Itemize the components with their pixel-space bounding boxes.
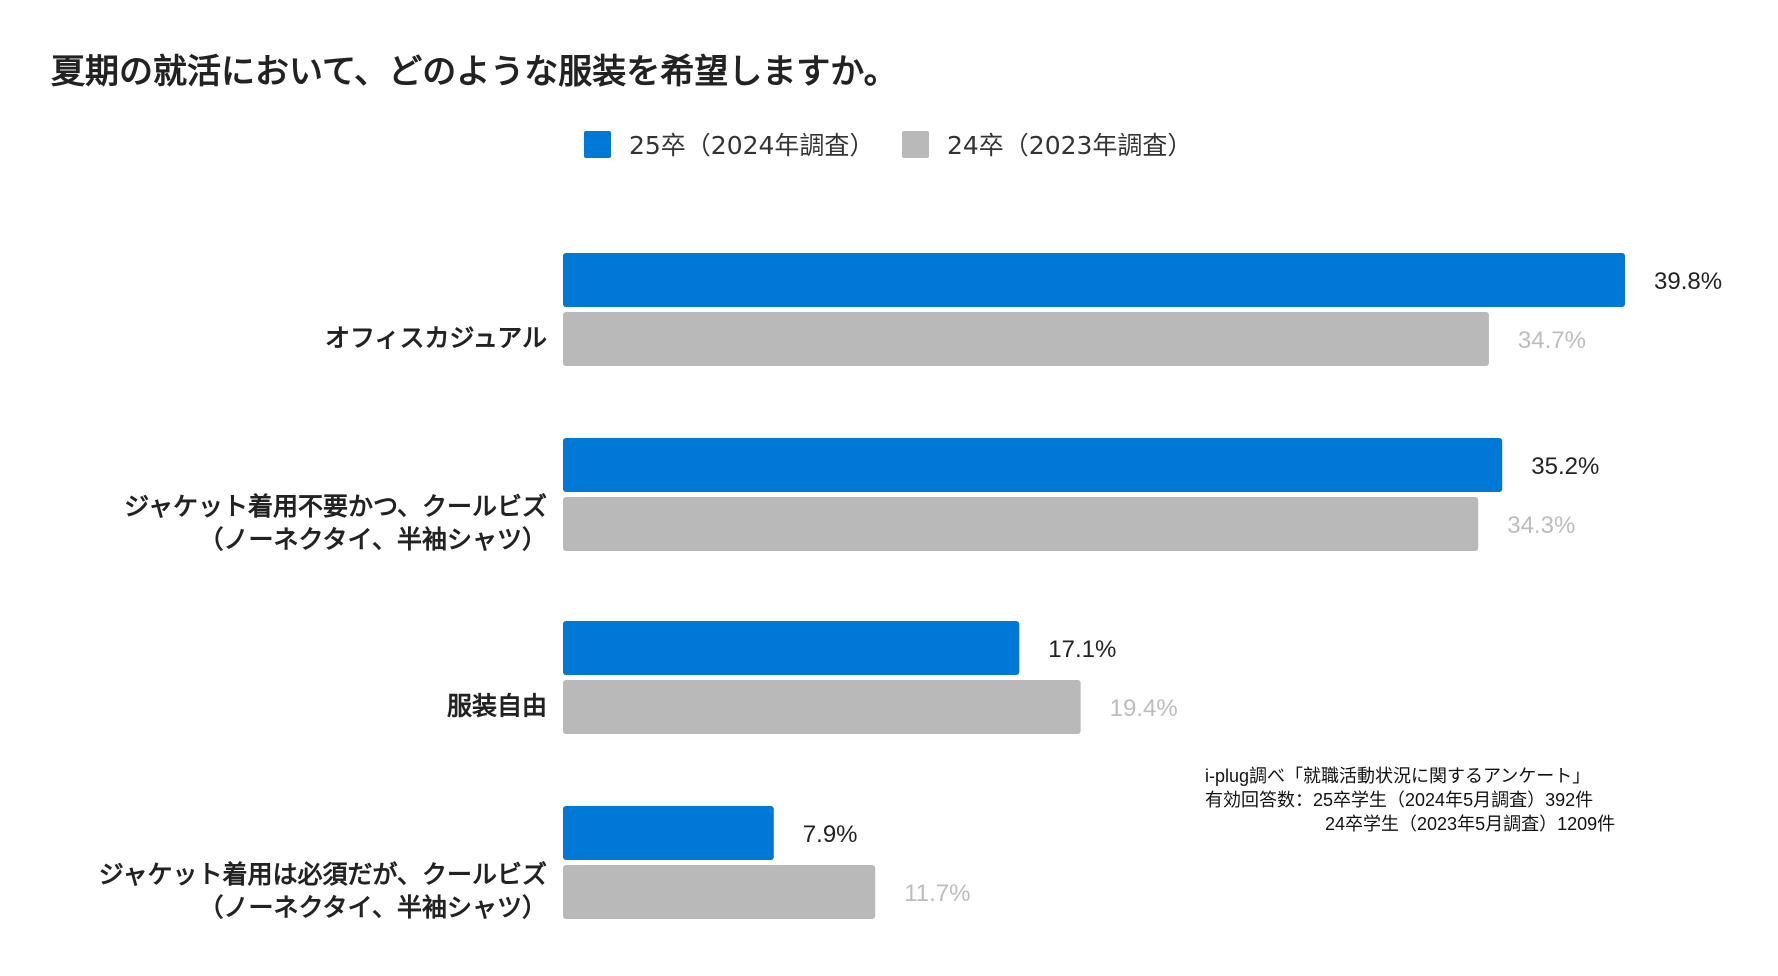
data-label: 39.8%	[1654, 268, 1722, 295]
category-label: （ノーネクタイ、半袖シャツ）	[198, 525, 547, 554]
note-line: 24卒学生（2023年5月調査）1209件	[1325, 814, 1616, 834]
category-label: オフィスカジュアル	[325, 324, 547, 353]
data-label: 34.7%	[1518, 327, 1586, 354]
data-label: 11.7%	[904, 880, 970, 907]
category-label: 服装自由	[447, 692, 547, 721]
data-label: 19.4%	[1110, 695, 1178, 722]
bar-24	[563, 680, 1081, 734]
data-label: 35.2%	[1531, 453, 1599, 480]
legend-swatch-gray	[902, 130, 929, 158]
bar-24	[563, 312, 1489, 366]
data-label: 34.3%	[1507, 512, 1575, 539]
category-label: ジャケット着用不要かつ、クールビズ	[124, 492, 547, 521]
bar-25	[563, 253, 1625, 307]
note-line: 有効回答数：25卒学生（2024年5月調査）392件	[1205, 790, 1594, 810]
legend-item-24: 24卒（2023年調査）	[902, 126, 1192, 162]
source-note: i-plug調べ「就職活動状況に関するアンケート」 有効回答数：25卒学生（20…	[1205, 764, 1615, 836]
legend-label: 25卒（2024年調査）	[629, 131, 875, 160]
legend-swatch-blue	[584, 130, 611, 158]
bar-25	[563, 438, 1503, 492]
legend-label: 24卒（2023年調査）	[947, 131, 1193, 160]
bar-25	[563, 621, 1020, 675]
chart-title: 夏期の就活において、どのような服装を希望しますか。	[51, 52, 898, 92]
category-label: （ノーネクタイ、半袖シャツ）	[198, 893, 547, 922]
data-label: 7.9%	[803, 821, 858, 848]
note-line: i-plug調べ「就職活動状況に関するアンケート」	[1205, 766, 1591, 786]
bar-24	[563, 497, 1479, 551]
legend-item-25: 25卒（2024年調査）	[584, 126, 874, 162]
data-label: 17.1%	[1048, 636, 1116, 663]
bar-24	[563, 865, 876, 919]
category-label: ジャケット着用は必須だが、クールビズ	[99, 860, 547, 889]
bar-25	[563, 806, 774, 860]
